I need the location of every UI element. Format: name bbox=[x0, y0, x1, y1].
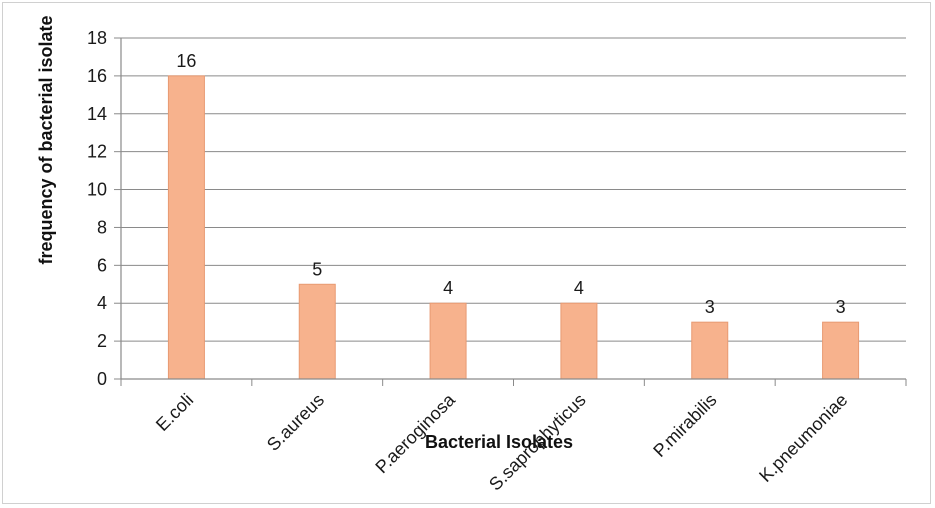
y-tick-label: 8 bbox=[97, 217, 107, 237]
y-tick-label: 12 bbox=[87, 142, 107, 162]
bar bbox=[691, 321, 729, 380]
x-tick-label: P.mirabilis bbox=[649, 390, 720, 461]
x-tick-label: E.coli bbox=[152, 390, 197, 435]
y-tick-label: 10 bbox=[87, 180, 107, 200]
bar bbox=[167, 75, 205, 380]
data-labels: 16 5 4 4 3 3 bbox=[176, 51, 845, 317]
y-axis-ticks: 0 2 4 6 8 10 12 14 16 18 bbox=[87, 28, 121, 389]
y-tick-label: 18 bbox=[87, 28, 107, 48]
y-tick-label: 6 bbox=[97, 255, 107, 275]
bar bbox=[429, 302, 467, 380]
data-label: 5 bbox=[312, 259, 322, 279]
x-axis-title: Bacterial Isolates bbox=[425, 432, 573, 452]
data-label: 16 bbox=[176, 51, 196, 71]
y-tick-label: 16 bbox=[87, 66, 107, 86]
y-tick-label: 4 bbox=[97, 293, 107, 313]
x-tick-label: S.aureus bbox=[263, 390, 328, 455]
bars bbox=[167, 75, 860, 380]
data-label: 4 bbox=[574, 278, 584, 298]
data-label: 3 bbox=[705, 297, 715, 317]
data-label: 3 bbox=[836, 297, 846, 317]
data-label: 4 bbox=[443, 278, 453, 298]
bar bbox=[298, 283, 336, 380]
y-axis-title: frequency of bacterial isolate bbox=[36, 15, 56, 264]
y-tick-label: 0 bbox=[97, 369, 107, 389]
bar bbox=[560, 302, 598, 380]
bar bbox=[822, 321, 860, 380]
gridlines bbox=[121, 37, 906, 342]
y-tick-label: 14 bbox=[87, 104, 107, 124]
y-tick-label: 2 bbox=[97, 331, 107, 351]
x-tick-label: K.pneumoniae bbox=[755, 390, 851, 486]
